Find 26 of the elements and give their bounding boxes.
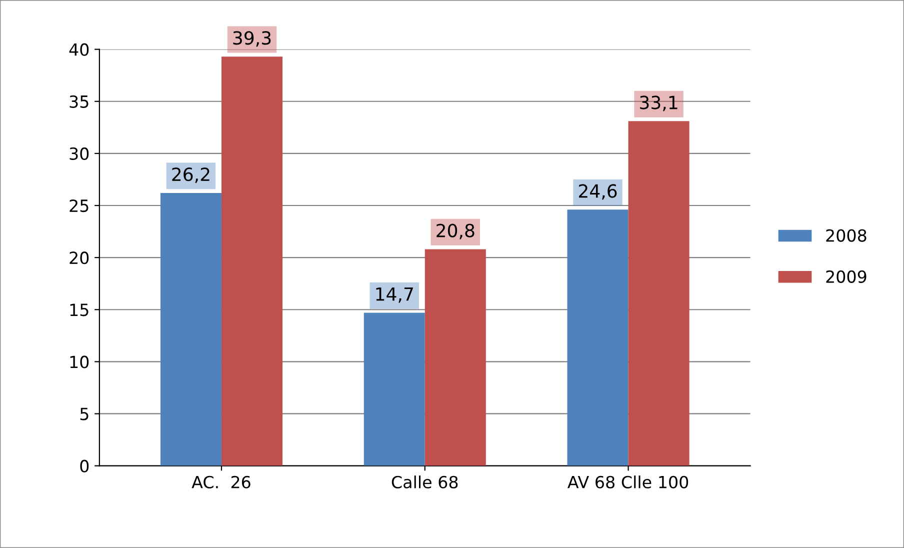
bar (160, 193, 222, 466)
data-label: 20,8 (436, 224, 474, 240)
legend-label: 2009 (826, 270, 866, 283)
data-label: 24,6 (578, 184, 617, 200)
y-tick-label: 40 (69, 43, 89, 56)
bar (221, 56, 282, 466)
legend-label: 2008 (826, 229, 866, 242)
y-tick-label: 25 (70, 199, 88, 212)
y-tick-label: 10 (70, 356, 89, 368)
data-label: 33,1 (640, 96, 678, 112)
x-tick-label: AV 68 Clle 100 (568, 476, 688, 488)
y-tick-label: 20 (70, 252, 89, 264)
y-tick-label: 0 (80, 460, 89, 472)
bar (424, 249, 486, 466)
y-tick-label: 15 (70, 304, 88, 316)
bar (364, 312, 425, 466)
bar (628, 121, 690, 466)
x-tick-label: AC. 26 (192, 476, 250, 488)
y-tick-label: 30 (70, 147, 89, 160)
y-tick-label: 5 (80, 408, 88, 420)
x-tick-label: Calle 68 (392, 476, 458, 488)
bar (567, 210, 628, 466)
data-label: 14,7 (376, 287, 413, 303)
data-label: 39,3 (233, 31, 271, 47)
data-label: 26,2 (172, 168, 210, 184)
y-tick-label: 35 (70, 95, 88, 108)
